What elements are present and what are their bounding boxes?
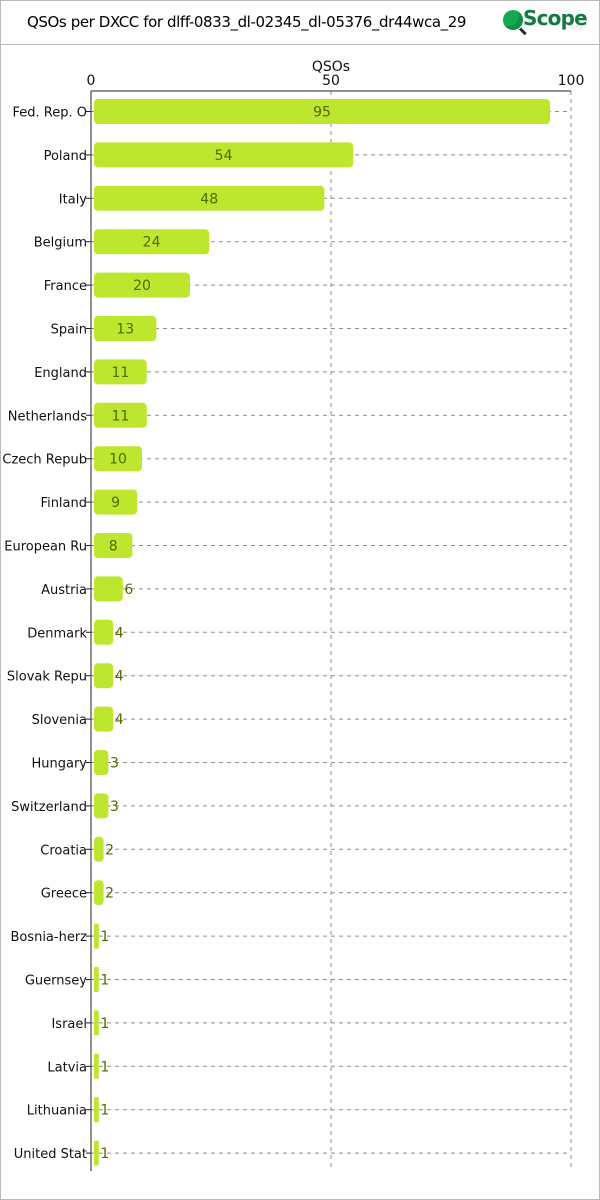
category-label: United Stat: [14, 1147, 87, 1162]
category-label: Lithuania: [27, 1104, 87, 1119]
value-label: 3: [110, 799, 119, 815]
category-label: Slovenia: [32, 713, 87, 728]
logo-text: Scope: [523, 6, 587, 30]
value-label: 4: [115, 625, 124, 641]
bar: [94, 619, 114, 645]
category-label: Fed. Rep. O: [13, 106, 87, 121]
value-label: 20: [133, 278, 151, 294]
x-tick-label: 0: [87, 73, 96, 89]
value-label: 10: [109, 452, 127, 468]
value-label: 4: [115, 712, 124, 728]
category-label: France: [44, 279, 87, 294]
value-label: 54: [215, 148, 233, 164]
grid-lines: [91, 91, 572, 1171]
value-label: 24: [143, 235, 161, 251]
bar: [94, 359, 147, 385]
category-label: Guernsey: [25, 974, 87, 989]
category-label: Poland: [44, 149, 87, 164]
qrz-scope-logo: Scope org: [501, 5, 587, 39]
bar: [94, 967, 99, 992]
category-label: European Ru: [4, 540, 87, 555]
bar: [94, 533, 133, 558]
category-label: Italy: [59, 192, 88, 207]
value-label: 95: [313, 105, 331, 121]
bar: [94, 446, 142, 472]
category-label: England: [34, 366, 87, 381]
bar: [94, 316, 157, 341]
value-label: 8: [109, 539, 118, 555]
bar: [94, 793, 109, 819]
category-label: Czech Repub: [2, 453, 87, 468]
title-bar: QSOs per DXCC for dlff-0833_dl-02345_dl-…: [1, 1, 599, 45]
bars: [94, 99, 550, 1166]
category-label: Finland: [41, 496, 87, 511]
value-label: 11: [111, 365, 129, 381]
bar: [94, 489, 138, 515]
x-tick-label: 50: [322, 73, 340, 89]
logo-subtext: org: [571, 23, 583, 31]
bar: [94, 706, 114, 732]
category-label: Belgium: [34, 236, 87, 251]
value-label: 1: [100, 929, 109, 945]
value-label: 48: [200, 191, 218, 207]
bar: [94, 923, 99, 949]
value-label: 3: [110, 756, 119, 772]
value-label: 1: [100, 973, 109, 989]
category-label: Denmark: [27, 626, 87, 641]
category-label: Latvia: [47, 1060, 87, 1075]
category-label: Slovak Repu: [7, 670, 87, 685]
bar: [94, 750, 109, 775]
bar: [94, 663, 114, 689]
value-label: 1: [100, 1103, 109, 1119]
value-label: 2: [105, 886, 114, 902]
category-label: Switzerland: [11, 800, 87, 815]
bar: [94, 880, 104, 906]
value-label: 4: [115, 669, 124, 685]
bar: [94, 99, 550, 124]
bar: [94, 229, 210, 255]
bar: [94, 1010, 99, 1036]
bar: [94, 402, 147, 428]
category-label: Bosnia-herz: [10, 930, 87, 945]
category-label: Spain: [51, 323, 87, 338]
value-label: 9: [111, 495, 120, 511]
category-label: Croatia: [40, 843, 87, 858]
value-label: 6: [124, 582, 133, 598]
bar: [94, 142, 354, 168]
category-label: Hungary: [31, 757, 87, 772]
category-label: Israel: [51, 1017, 87, 1032]
magnifier-logo-icon: [503, 10, 523, 30]
bar: [94, 836, 104, 862]
x-tick-label: 100: [558, 73, 585, 89]
bar: [94, 576, 123, 602]
bar: [94, 1053, 99, 1079]
bar: [94, 1097, 99, 1123]
chart-title: QSOs per DXCC for dlff-0833_dl-02345_dl-…: [27, 13, 467, 31]
value-label: 13: [116, 322, 134, 338]
value-label: 1: [100, 1146, 109, 1162]
value-label: 11: [111, 408, 129, 424]
bar: [94, 272, 190, 298]
bar: [94, 1140, 99, 1166]
value-label: 1: [100, 1016, 109, 1032]
category-label: Austria: [41, 583, 87, 598]
value-label: 2: [105, 842, 114, 858]
x-axis-label: QSOs: [312, 59, 350, 75]
bar: [94, 185, 325, 211]
category-label: Netherlands: [8, 409, 87, 424]
category-label: Greece: [41, 887, 87, 902]
value-label: 1: [100, 1059, 109, 1075]
